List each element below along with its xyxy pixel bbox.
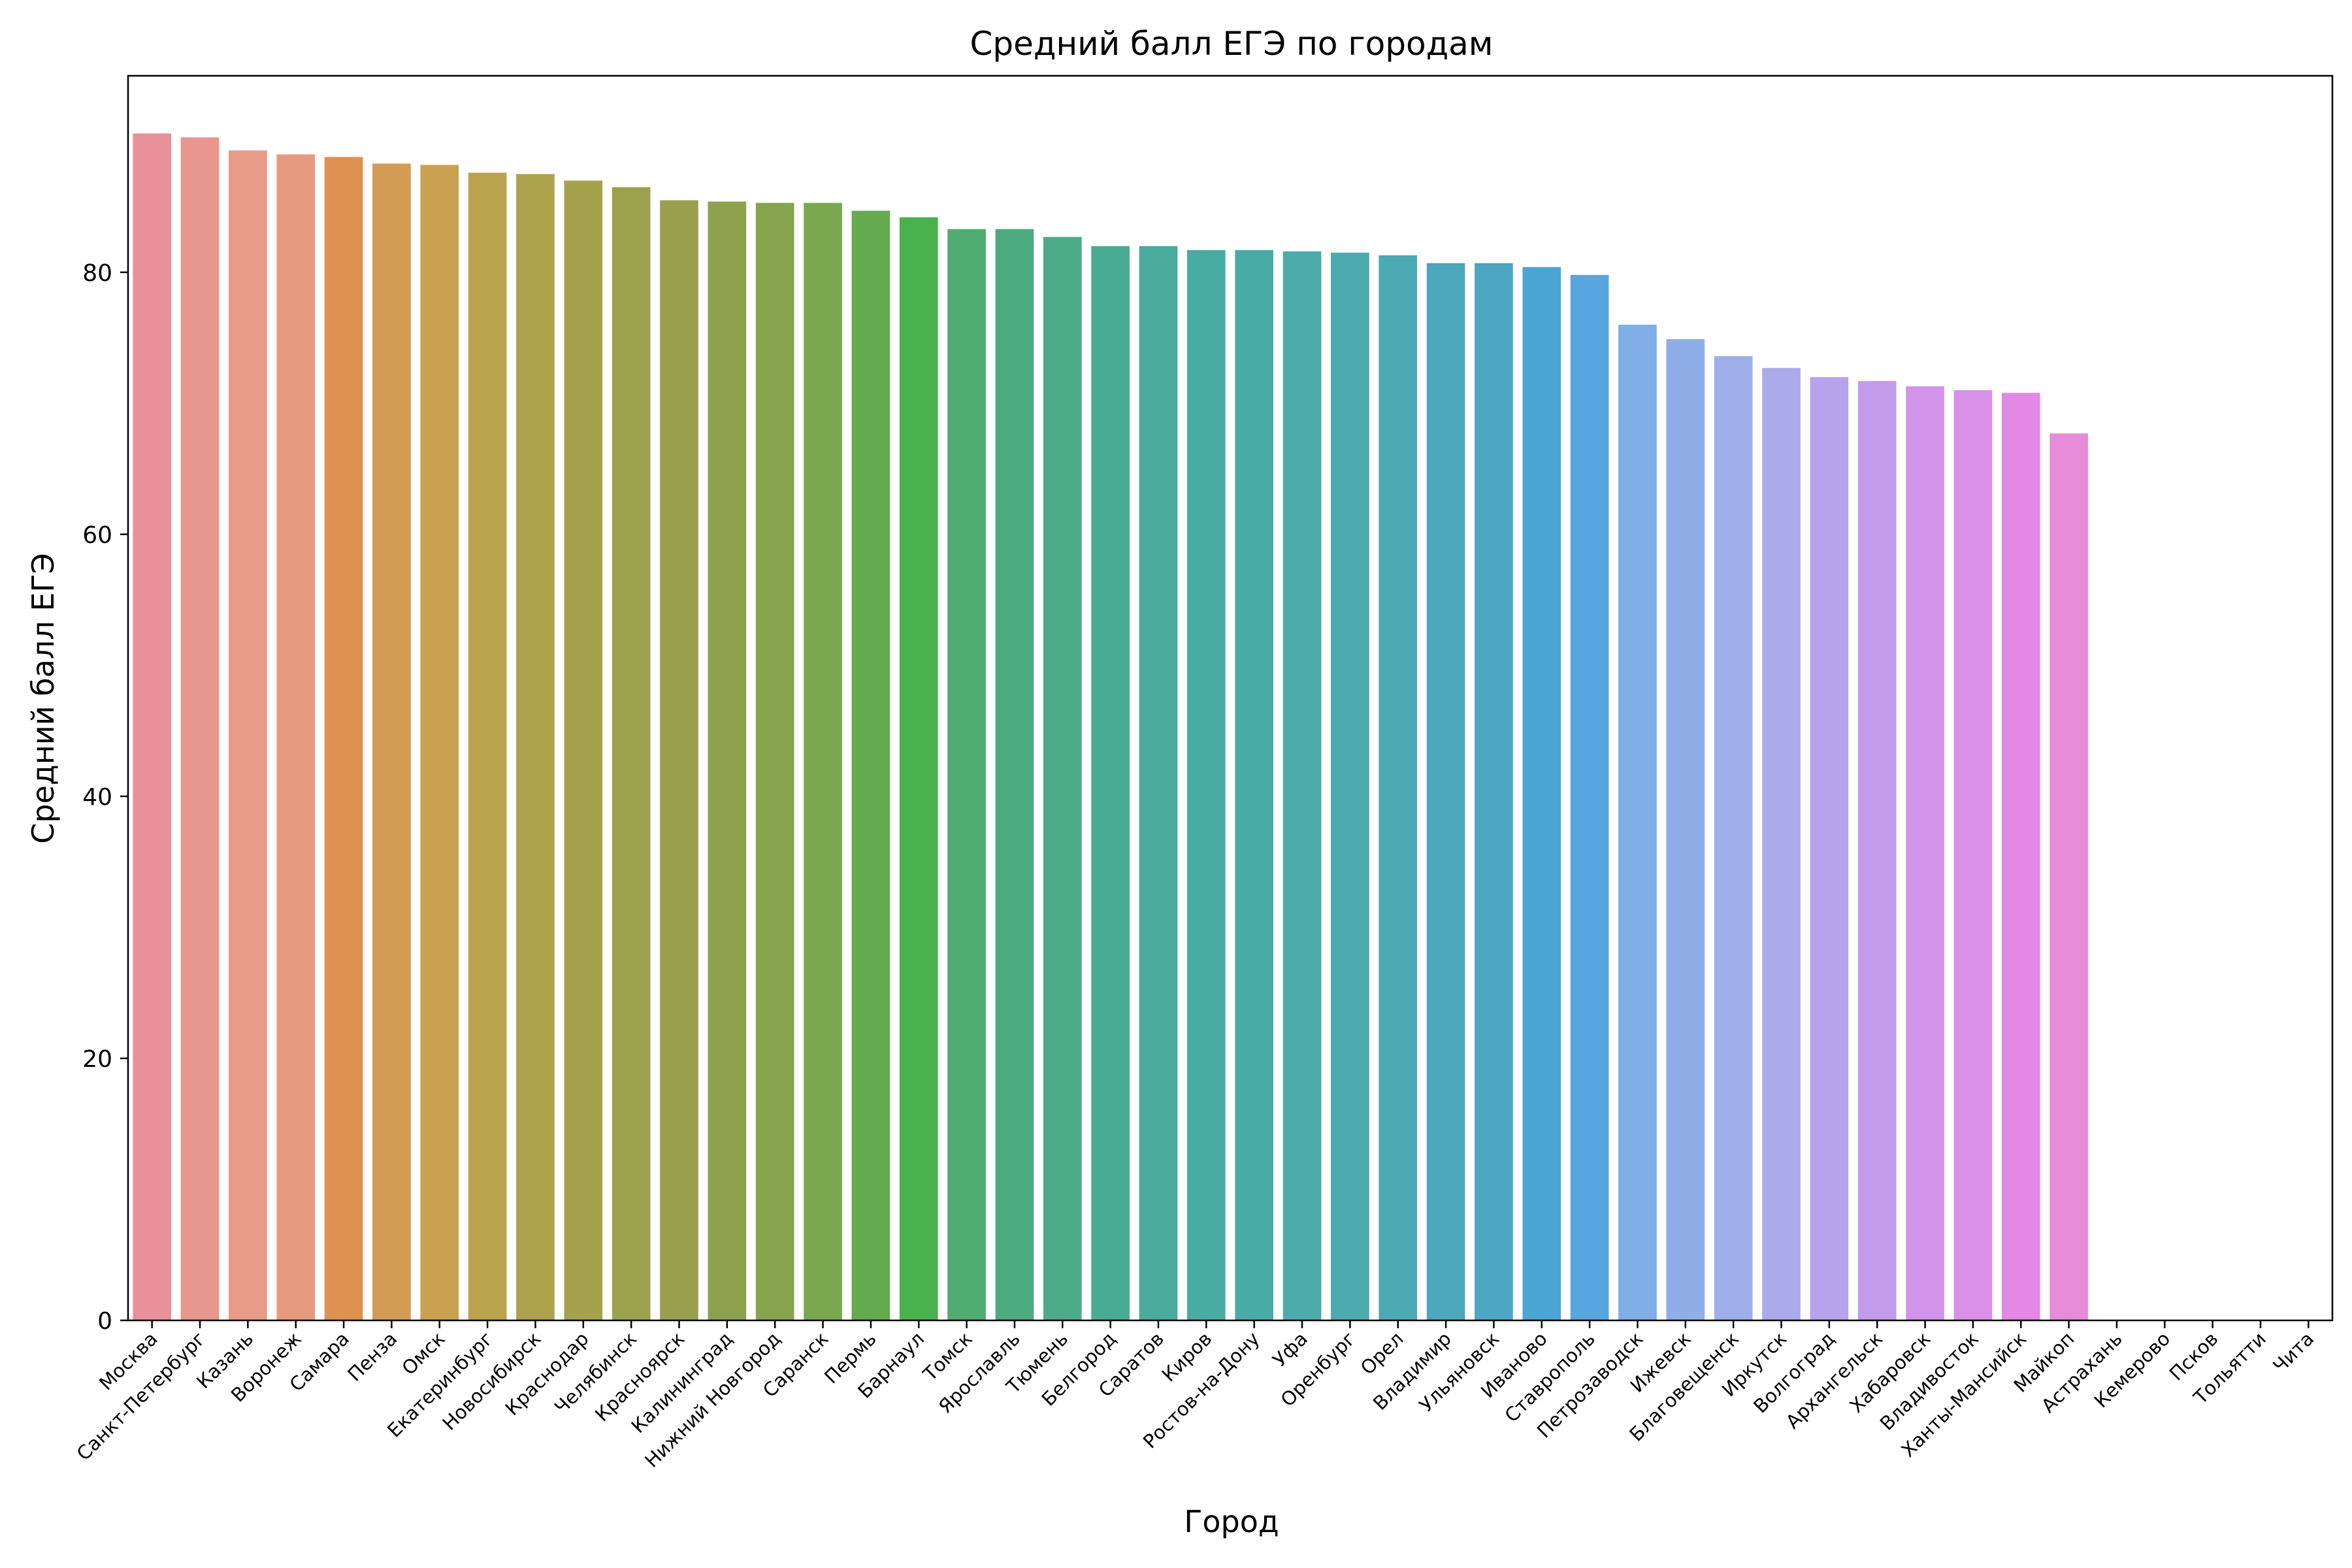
bar (708, 201, 747, 1320)
bar (660, 200, 698, 1320)
bar (468, 172, 507, 1321)
x-axis-label: Город (1184, 1504, 1279, 1539)
y-tick-label: 80 (82, 260, 112, 287)
bar (1235, 250, 1274, 1321)
bar (1666, 339, 1705, 1321)
bar (1282, 251, 1322, 1320)
bar (851, 210, 890, 1320)
bar (804, 203, 842, 1321)
bar (612, 187, 651, 1320)
bar (180, 137, 220, 1321)
chart-title: Средний балл ЕГЭ по городам (970, 25, 1493, 63)
bar (1379, 255, 1418, 1320)
bar (1475, 263, 1513, 1320)
bar (1714, 356, 1753, 1320)
plot-frame (127, 74, 2334, 1322)
bar (1618, 325, 1657, 1320)
bar (420, 165, 459, 1320)
bar (1857, 381, 1897, 1320)
y-tick-label: 0 (97, 1308, 112, 1335)
y-tick-label: 40 (82, 784, 112, 811)
bar (995, 229, 1034, 1321)
bar (1810, 377, 1849, 1321)
bar (1953, 390, 1993, 1320)
bar (324, 157, 363, 1321)
bar (1331, 252, 1369, 1320)
bar (276, 154, 316, 1320)
y-axis-label: Средний балл ЕГЭ (25, 553, 61, 843)
bar (564, 180, 603, 1321)
bar (2050, 433, 2088, 1321)
bar (1043, 237, 1082, 1321)
bar (1522, 267, 1561, 1320)
bar (1570, 274, 1609, 1320)
bar (755, 203, 794, 1321)
bar (1906, 386, 1944, 1321)
bar (899, 217, 938, 1321)
bar (516, 174, 555, 1320)
bar (372, 163, 411, 1320)
bar (1091, 246, 1130, 1320)
bar (1762, 368, 1801, 1320)
bar (229, 150, 267, 1320)
bar (1186, 250, 1226, 1321)
bar (2001, 393, 2040, 1320)
bar (1426, 263, 1465, 1320)
y-tick-label: 20 (82, 1046, 112, 1073)
bar (947, 229, 986, 1321)
bar (133, 133, 172, 1321)
bar (1139, 246, 1178, 1320)
y-tick-label: 60 (82, 522, 112, 549)
